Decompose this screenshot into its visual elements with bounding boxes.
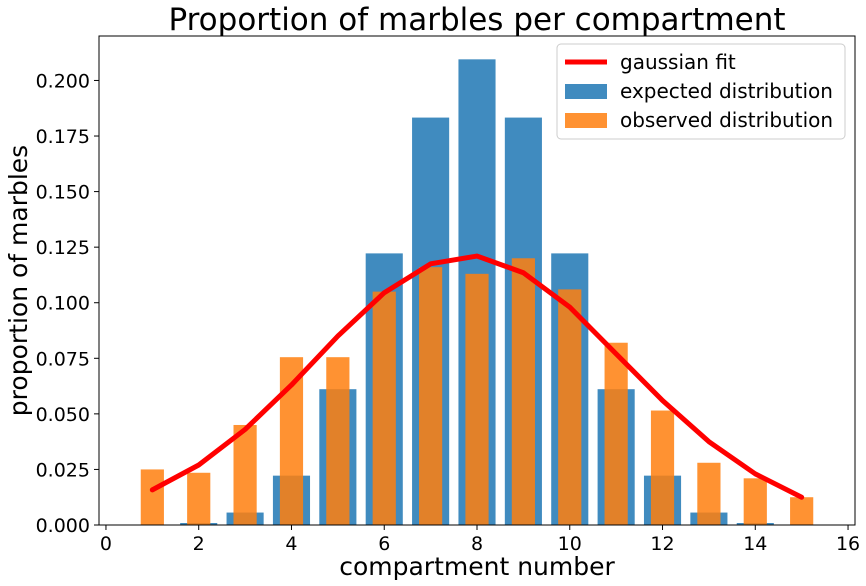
y-tick-label: 0.125 [36,237,90,259]
y-tick-label: 0.025 [36,459,90,481]
observed-bars-group [140,258,814,525]
legend-swatch-expected [565,84,607,99]
x-tick-label: 14 [743,533,767,555]
legend: gaussian fit expected distribution observe… [556,43,846,140]
x-tick-label: 12 [650,533,674,555]
x-tick-label: 0 [100,533,112,555]
observed-bar-13 [697,462,721,525]
x-tick-label: 8 [471,533,483,555]
y-axis-label: proportion of marbles [4,145,33,416]
y-tick-label: 0.050 [36,404,90,426]
legend-swatch-observed [565,113,607,128]
observed-bar-6 [372,291,396,525]
legend-label: gaussian fit [620,50,736,74]
gaussian-fit-group [149,253,805,500]
observed-bar-12 [650,410,675,525]
y-tick-label: 0.100 [36,293,90,315]
observed-bar-2 [187,472,211,525]
x-tick-label: 6 [378,533,390,555]
x-tick-label: 16 [836,533,860,555]
y-tick-label: 0.000 [36,515,90,537]
y-tick-label: 0.150 [36,182,90,204]
y-axis-ticks: 0.000 0.025 0.050 0.075 0.100 0.125 0.150 0.175… [36,70,99,537]
observed-bar-7 [419,267,443,525]
legend-box [556,43,846,140]
legend-label: observed distribution [620,108,833,132]
y-tick-label: 0.075 [36,348,90,370]
gaussian-fit-line [149,253,805,500]
observed-bar-15 [790,497,814,525]
y-tick-label: 0.200 [36,70,90,92]
x-tick-label: 4 [285,533,297,555]
observed-bar-3 [233,424,257,525]
x-axis-ticks: 0 2 4 6 8 10 12 14 16 [100,525,860,555]
observed-bar-11 [604,342,628,525]
x-tick-label: 2 [193,533,205,555]
observed-bar-14 [743,478,767,525]
x-axis-label: compartment number [339,552,615,581]
y-tick-label: 0.175 [36,126,90,148]
legend-label: expected distribution [620,79,833,103]
observed-bar-4 [279,357,304,525]
observed-bar-10 [558,289,582,525]
observed-bar-5 [326,357,350,525]
observed-bar-9 [511,258,535,525]
observed-bar-1 [140,469,164,525]
chart-title: Proportion of marbles per compartment [168,2,785,38]
observed-bar-8 [465,273,489,525]
x-tick-label: 10 [558,533,582,555]
